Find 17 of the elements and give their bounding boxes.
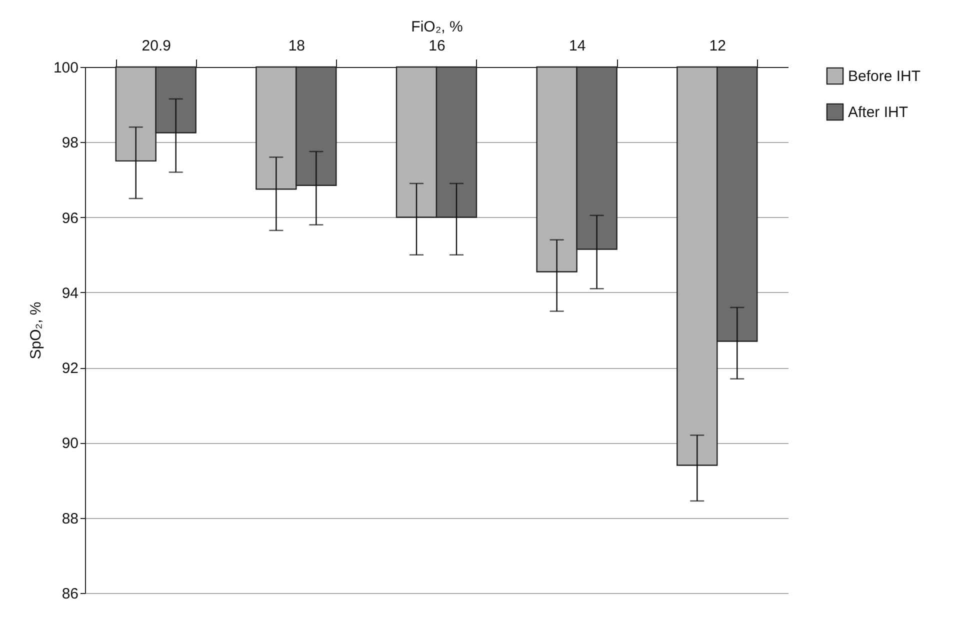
y-tick-label: 86 (62, 586, 78, 602)
y-tick-label: 94 (62, 284, 78, 302)
y-tick-label: 100 (53, 60, 78, 76)
x-tick-label: 14 (568, 38, 586, 54)
y-axis-title: SpO₂, % (27, 302, 44, 360)
legend-label: Before IHT (848, 68, 921, 85)
y-tick-label: 90 (62, 435, 78, 452)
y-tick-label: 98 (62, 134, 78, 152)
y-tick-label: 92 (62, 360, 78, 378)
y-tick-label: 88 (62, 510, 78, 528)
x-tick-label: 20.9 (142, 38, 171, 54)
y-tick-label: 96 (62, 210, 78, 227)
x-tick-label: 12 (709, 38, 726, 54)
legend-label: After IHT (848, 104, 908, 121)
x-tick-label: 16 (428, 38, 446, 54)
x-axis-title: FiO₂, % (411, 18, 463, 36)
x-tick-label: 18 (288, 38, 306, 54)
